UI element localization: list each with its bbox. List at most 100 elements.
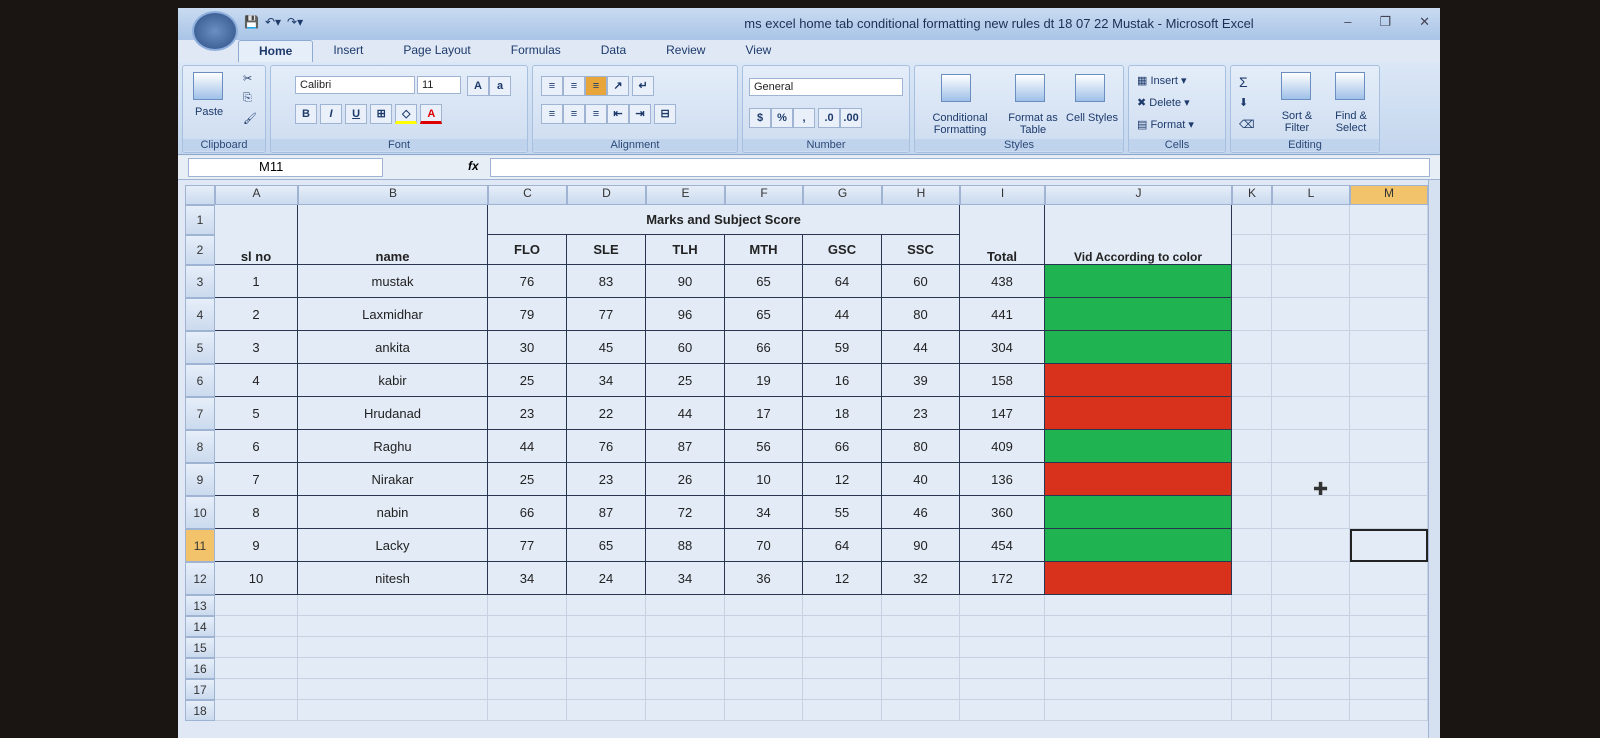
row-header-1[interactable]: 1 (185, 205, 215, 235)
row-header-13[interactable]: 13 (185, 595, 215, 616)
formula-input[interactable] (490, 158, 1430, 177)
fill-color-icon[interactable]: ◇ (395, 104, 418, 124)
table-cell[interactable]: 8 (215, 496, 298, 529)
table-cell[interactable]: 26 (646, 463, 725, 496)
table-cell[interactable]: 66 (488, 496, 567, 529)
cell[interactable] (488, 637, 567, 658)
table-cell[interactable]: 9 (215, 529, 298, 562)
table-cell[interactable]: 23 (488, 397, 567, 430)
cell[interactable] (646, 637, 725, 658)
table-cell[interactable]: 76 (567, 430, 646, 463)
cell[interactable] (1272, 529, 1350, 562)
table-cell[interactable]: 77 (567, 298, 646, 331)
cell[interactable] (960, 595, 1045, 616)
row-header-3[interactable]: 3 (185, 265, 215, 298)
cell[interactable] (488, 679, 567, 700)
cell[interactable] (215, 700, 298, 721)
table-cell[interactable]: 32 (882, 562, 960, 595)
header-ssc[interactable]: SSC (882, 235, 960, 265)
cell[interactable] (725, 595, 803, 616)
table-cell[interactable]: 90 (646, 265, 725, 298)
table-cell[interactable]: 136 (960, 463, 1045, 496)
borders-icon[interactable]: ⊞ (370, 104, 393, 124)
table-cell[interactable]: 87 (567, 496, 646, 529)
table-cell[interactable]: 158 (960, 364, 1045, 397)
cell[interactable] (1045, 679, 1232, 700)
cell[interactable] (646, 616, 725, 637)
tab-home[interactable]: Home (238, 40, 314, 62)
cell[interactable] (488, 658, 567, 679)
table-cell[interactable]: 70 (725, 529, 803, 562)
cell[interactable] (1350, 562, 1428, 595)
cell[interactable] (1232, 529, 1272, 562)
cell[interactable] (725, 679, 803, 700)
decrease-decimal-icon[interactable]: .00 (840, 108, 863, 128)
cell[interactable] (1350, 205, 1428, 235)
header-total[interactable]: Total (960, 205, 1045, 265)
table-cell[interactable]: 90 (882, 529, 960, 562)
table-cell[interactable]: 65 (725, 298, 803, 331)
column-header-F[interactable]: F (725, 185, 803, 205)
format-cells-button[interactable]: ▤ Format ▾ (1137, 119, 1194, 131)
save-icon[interactable]: 💾 (244, 15, 259, 29)
decrease-indent-icon[interactable]: ⇤ (607, 104, 629, 124)
table-cell[interactable]: 5 (215, 397, 298, 430)
table-cell[interactable]: 44 (488, 430, 567, 463)
table-cell[interactable]: 23 (882, 397, 960, 430)
cell[interactable] (882, 679, 960, 700)
column-header-D[interactable]: D (567, 185, 646, 205)
align-middle-icon[interactable]: ≡ (563, 76, 585, 96)
grow-font-icon[interactable]: A (467, 76, 489, 96)
cell[interactable] (488, 616, 567, 637)
cell[interactable] (882, 616, 960, 637)
office-button[interactable] (192, 11, 238, 51)
color-indicator-cell[interactable] (1045, 265, 1232, 298)
tab-review[interactable]: Review (666, 43, 706, 57)
cell[interactable] (488, 595, 567, 616)
table-cell[interactable]: 19 (725, 364, 803, 397)
cell[interactable] (960, 637, 1045, 658)
clear-icon[interactable]: ⌫ (1239, 119, 1255, 131)
table-cell[interactable]: 3 (215, 331, 298, 364)
sort-filter-button[interactable]: Sort & Filter (1281, 110, 1313, 134)
table-cell[interactable]: 44 (646, 397, 725, 430)
row-header-7[interactable]: 7 (185, 397, 215, 430)
tab-insert[interactable]: Insert (333, 43, 364, 57)
table-cell[interactable]: 22 (567, 397, 646, 430)
copy-icon[interactable]: ⎘ (243, 92, 252, 104)
cell[interactable] (1232, 637, 1272, 658)
header-gsc[interactable]: GSC (803, 235, 882, 265)
cell[interactable] (1272, 298, 1350, 331)
table-cell[interactable]: 147 (960, 397, 1045, 430)
paste-button[interactable]: Paste (195, 106, 224, 118)
table-cell[interactable]: 40 (882, 463, 960, 496)
table-cell[interactable]: 44 (803, 298, 882, 331)
table-cell[interactable]: Hrudanad (298, 397, 488, 430)
cell[interactable] (646, 679, 725, 700)
cell[interactable] (1350, 595, 1428, 616)
cell[interactable] (298, 700, 488, 721)
header-sle[interactable]: SLE (567, 235, 646, 265)
cell[interactable] (1272, 235, 1350, 265)
autosum-button[interactable]: Σ (1239, 74, 1248, 90)
table-cell[interactable]: 66 (803, 430, 882, 463)
table-cell[interactable]: 2 (215, 298, 298, 331)
cell[interactable] (1272, 700, 1350, 721)
cell[interactable] (803, 637, 882, 658)
table-cell[interactable]: 87 (646, 430, 725, 463)
cell[interactable] (1350, 679, 1428, 700)
table-cell[interactable]: 10 (725, 463, 803, 496)
table-cell[interactable]: 80 (882, 430, 960, 463)
cell[interactable] (1232, 205, 1272, 235)
color-indicator-cell[interactable] (1045, 496, 1232, 529)
table-cell[interactable]: 77 (488, 529, 567, 562)
row-header-17[interactable]: 17 (185, 679, 215, 700)
cell[interactable] (1045, 637, 1232, 658)
header-color[interactable]: Vid According to color (1045, 205, 1232, 265)
row-header-4[interactable]: 4 (185, 298, 215, 331)
cell[interactable] (298, 637, 488, 658)
sort-filter-icon[interactable] (1281, 72, 1311, 100)
cell[interactable] (1350, 637, 1428, 658)
cell[interactable] (1350, 463, 1428, 496)
table-cell[interactable]: 56 (725, 430, 803, 463)
